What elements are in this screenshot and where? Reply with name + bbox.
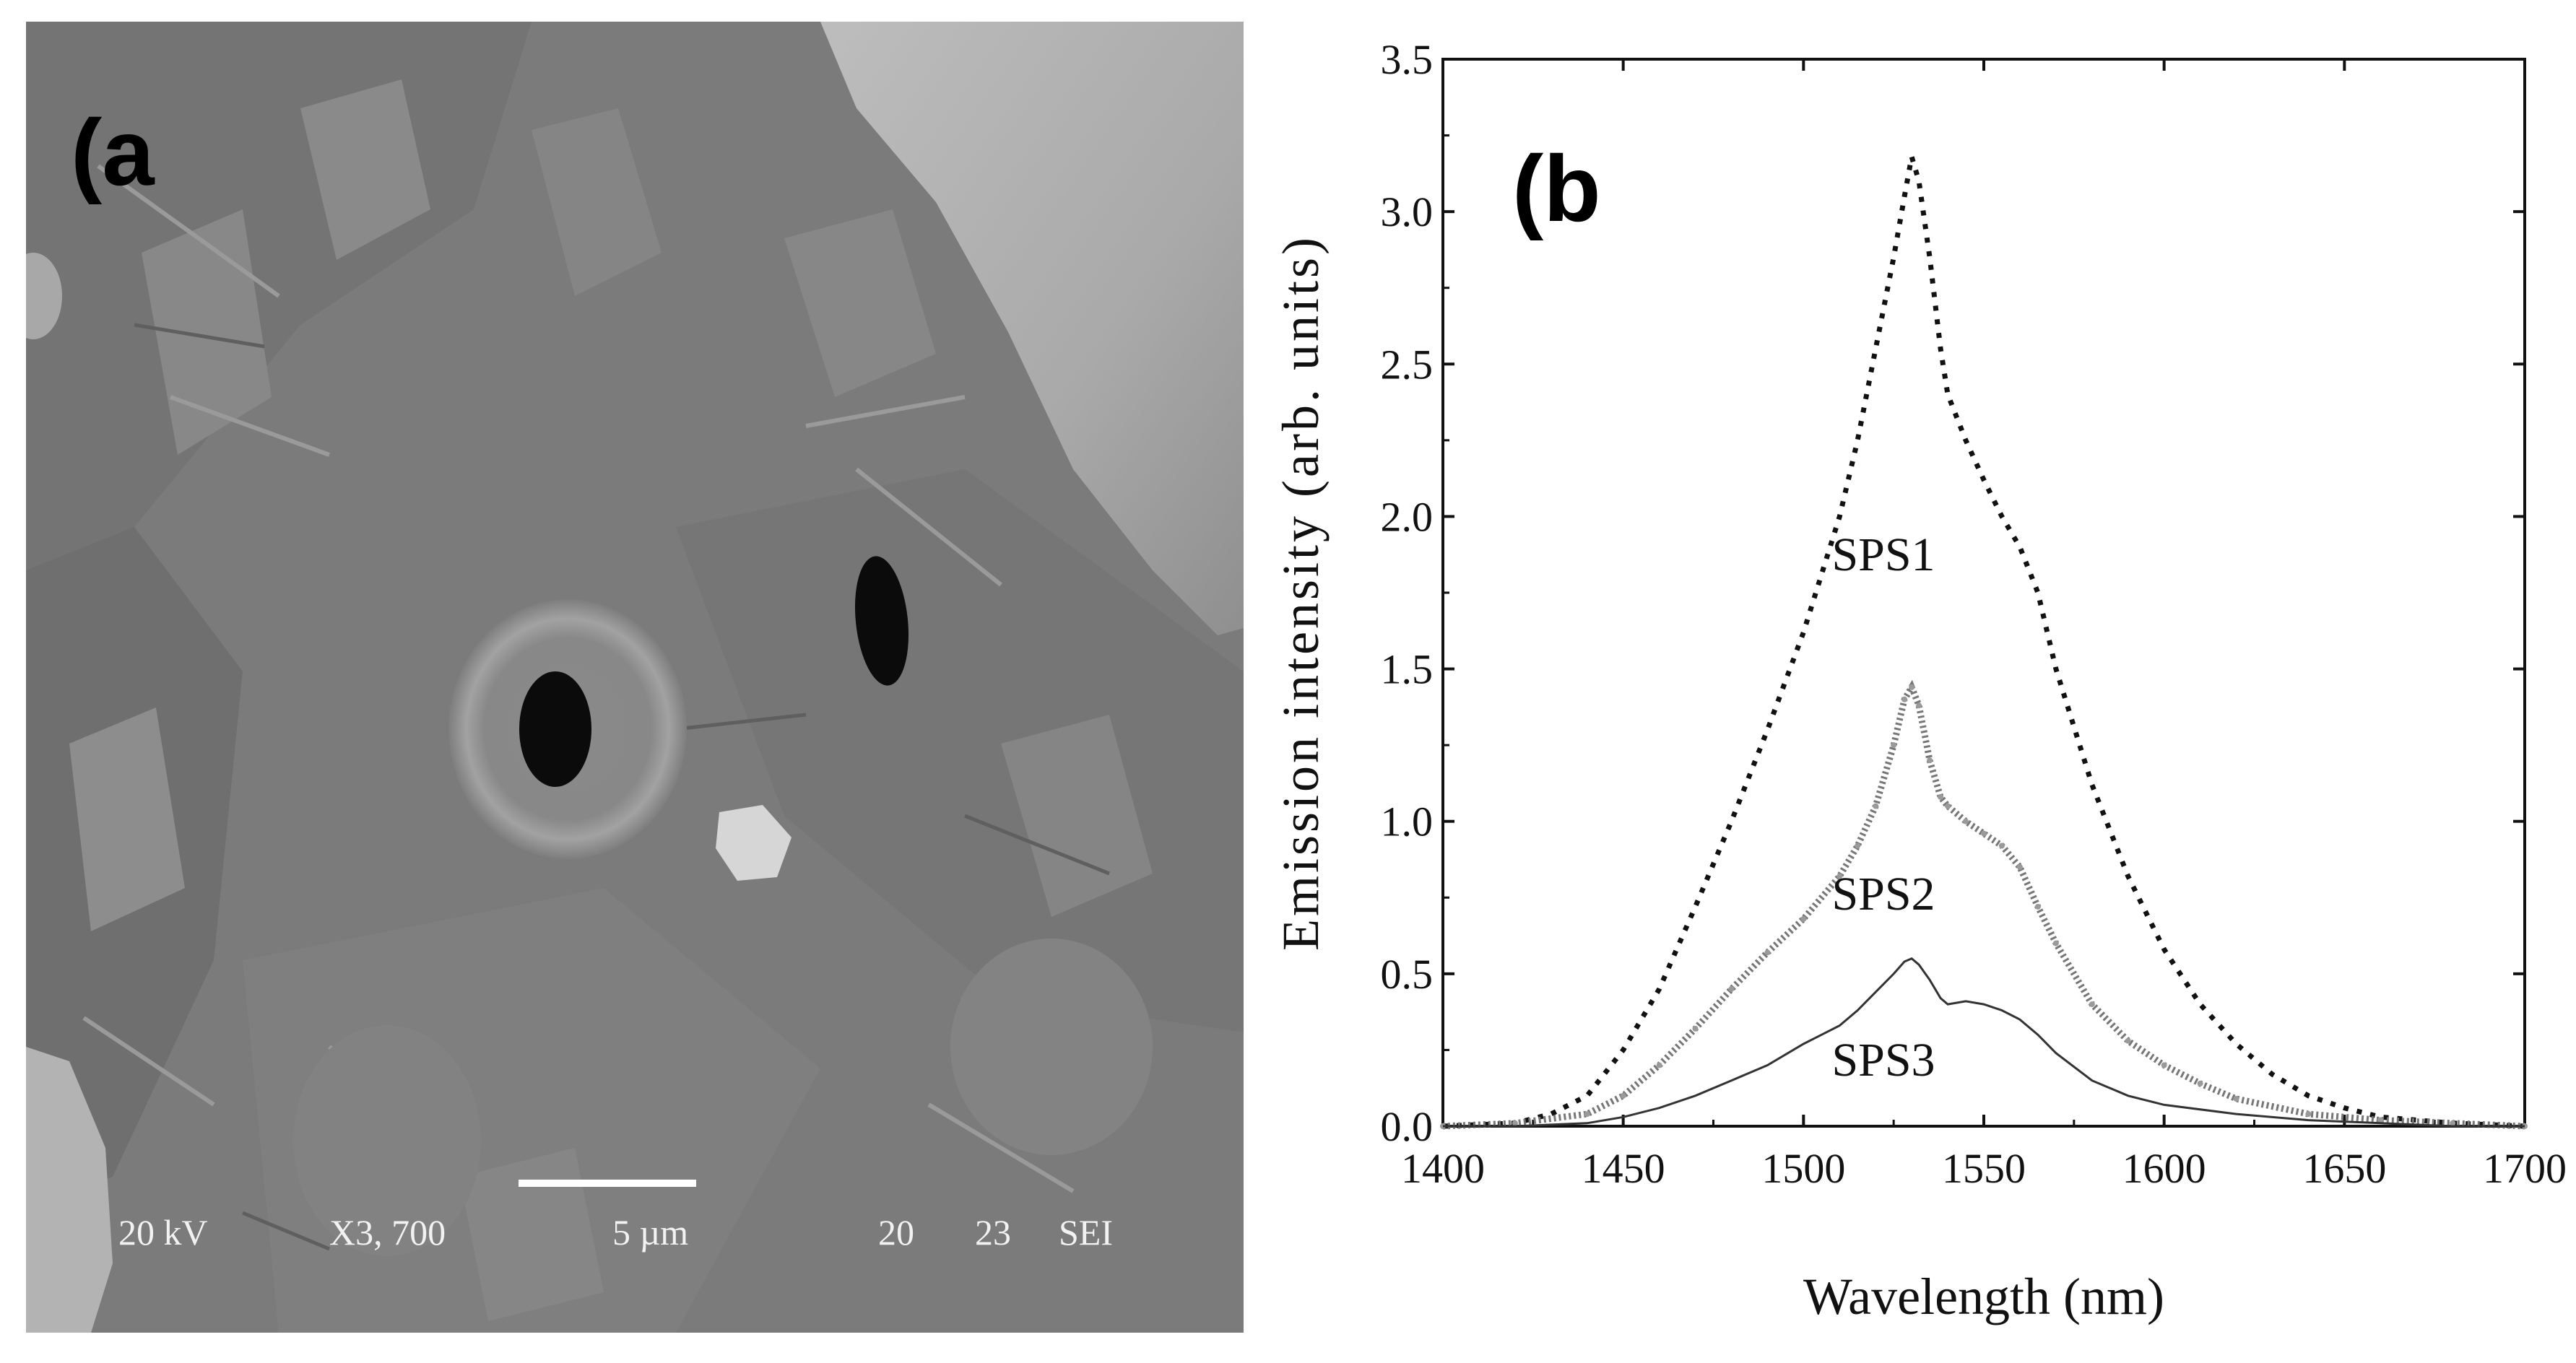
x-tick-label: 1700 <box>2483 1145 2567 1192</box>
data-point-sps2 <box>1836 873 1843 879</box>
y-tick-label: 0.0 <box>1381 1103 1434 1150</box>
series-layer <box>1440 156 2528 1130</box>
data-point-sps2 <box>1963 818 1969 824</box>
data-point-sps2 <box>2377 1117 2384 1123</box>
data-point-sps2 <box>1855 842 1861 849</box>
chart-svg: 0.0 0.5 1.0 1.5 2.0 2.5 3.0 3.5 1400 1450 1500 155… <box>1272 36 2567 1325</box>
y-tick-label: 3.5 <box>1381 36 1434 83</box>
y-tick-label: 2.0 <box>1381 493 1434 540</box>
y-tick-label: 2.5 <box>1381 341 1434 388</box>
data-point-sps2 <box>1998 842 2005 849</box>
scale-bar <box>519 1180 696 1187</box>
data-point-sps2 <box>2089 1001 2095 1008</box>
data-point-sps2 <box>1901 696 1908 702</box>
data-point-sps2 <box>1800 915 1807 922</box>
data-point-sps2 <box>2034 903 2041 910</box>
x-axis: 1400 1450 1500 1550 1600 1650 1700 <box>1401 59 2567 1192</box>
series-line-sps2 <box>1442 679 2525 1130</box>
x-tick-label: 1450 <box>1582 1145 1665 1192</box>
x-tick-label: 1500 <box>1761 1145 1845 1192</box>
sem-voltage: 20 kV <box>118 1212 208 1253</box>
data-point-sps2 <box>1981 830 1987 837</box>
y-tick-label: 1.5 <box>1381 646 1434 693</box>
annotation-sps2: SPS2 <box>1831 868 1935 920</box>
data-point-sps2 <box>1873 803 1879 809</box>
sem-magnification: X3, 700 <box>329 1212 446 1253</box>
data-point-sps2 <box>2197 1080 2203 1087</box>
sem-field-1: 20 <box>878 1212 914 1253</box>
data-point-sps2 <box>1891 742 1897 749</box>
data-point-sps2 <box>1909 684 1915 690</box>
panel-a-label: (a <box>71 100 155 205</box>
sem-scale-label: 5 µm <box>612 1212 689 1253</box>
data-point-sps2 <box>1728 985 1735 992</box>
y-axis: 0.0 0.5 1.0 1.5 2.0 2.5 3.0 3.5 <box>1381 36 2525 1150</box>
sem-image <box>26 22 1244 1333</box>
data-point-sps2 <box>2305 1111 2312 1118</box>
y-tick-label: 1.0 <box>1381 798 1434 845</box>
data-point-sps2 <box>1620 1092 1626 1099</box>
sem-detector: SEI <box>1059 1212 1113 1253</box>
y-tick-label: 3.0 <box>1381 188 1434 235</box>
data-point-sps2 <box>2052 940 2059 946</box>
data-point-sps2 <box>2233 1095 2239 1102</box>
data-point-sps2 <box>1916 702 1922 709</box>
emission-chart: 0.0 0.5 1.0 1.5 2.0 2.5 3.0 3.5 1400 1450 1500 155… <box>1257 0 2576 1359</box>
data-point-sps2 <box>1584 1111 1590 1118</box>
data-point-sps2 <box>2161 1062 2167 1068</box>
annotation-sps3: SPS3 <box>1831 1034 1935 1087</box>
data-point-sps2 <box>1512 1120 1518 1126</box>
data-point-sps2 <box>1692 1025 1699 1032</box>
data-point-sps2 <box>1764 949 1771 956</box>
plot-frame <box>1441 58 2526 1128</box>
series-line-sps1 <box>1442 156 2525 1129</box>
data-point-sps2 <box>1927 757 1933 764</box>
data-point-sps2 <box>2450 1120 2456 1126</box>
annotation-sps1: SPS1 <box>1831 528 1935 581</box>
panel-b-label: (b <box>1512 136 1601 241</box>
x-tick-label: 1650 <box>2302 1145 2386 1192</box>
data-point-sps2 <box>1945 803 1951 809</box>
x-tick-label: 1550 <box>1942 1145 2026 1192</box>
data-point-sps2 <box>1656 1062 1662 1068</box>
y-tick-label: 0.5 <box>1381 951 1434 998</box>
series-line-sps3 <box>1443 957 2525 1128</box>
data-point-sps2 <box>1938 793 1944 800</box>
sem-field-2: 23 <box>975 1212 1011 1253</box>
sem-micrograph: 20 kV X3, 700 5 µm 20 23 SEI <box>26 22 1244 1333</box>
x-axis-label: Wavelength (nm) <box>1803 1268 2164 1325</box>
x-tick-label: 1600 <box>2122 1145 2206 1192</box>
data-point-sps2 <box>2016 864 2023 871</box>
data-point-sps2 <box>2125 1037 2131 1044</box>
y-axis-label: Emission intensity (arb. units) <box>1272 235 1330 951</box>
x-tick-label: 1400 <box>1401 1145 1485 1192</box>
